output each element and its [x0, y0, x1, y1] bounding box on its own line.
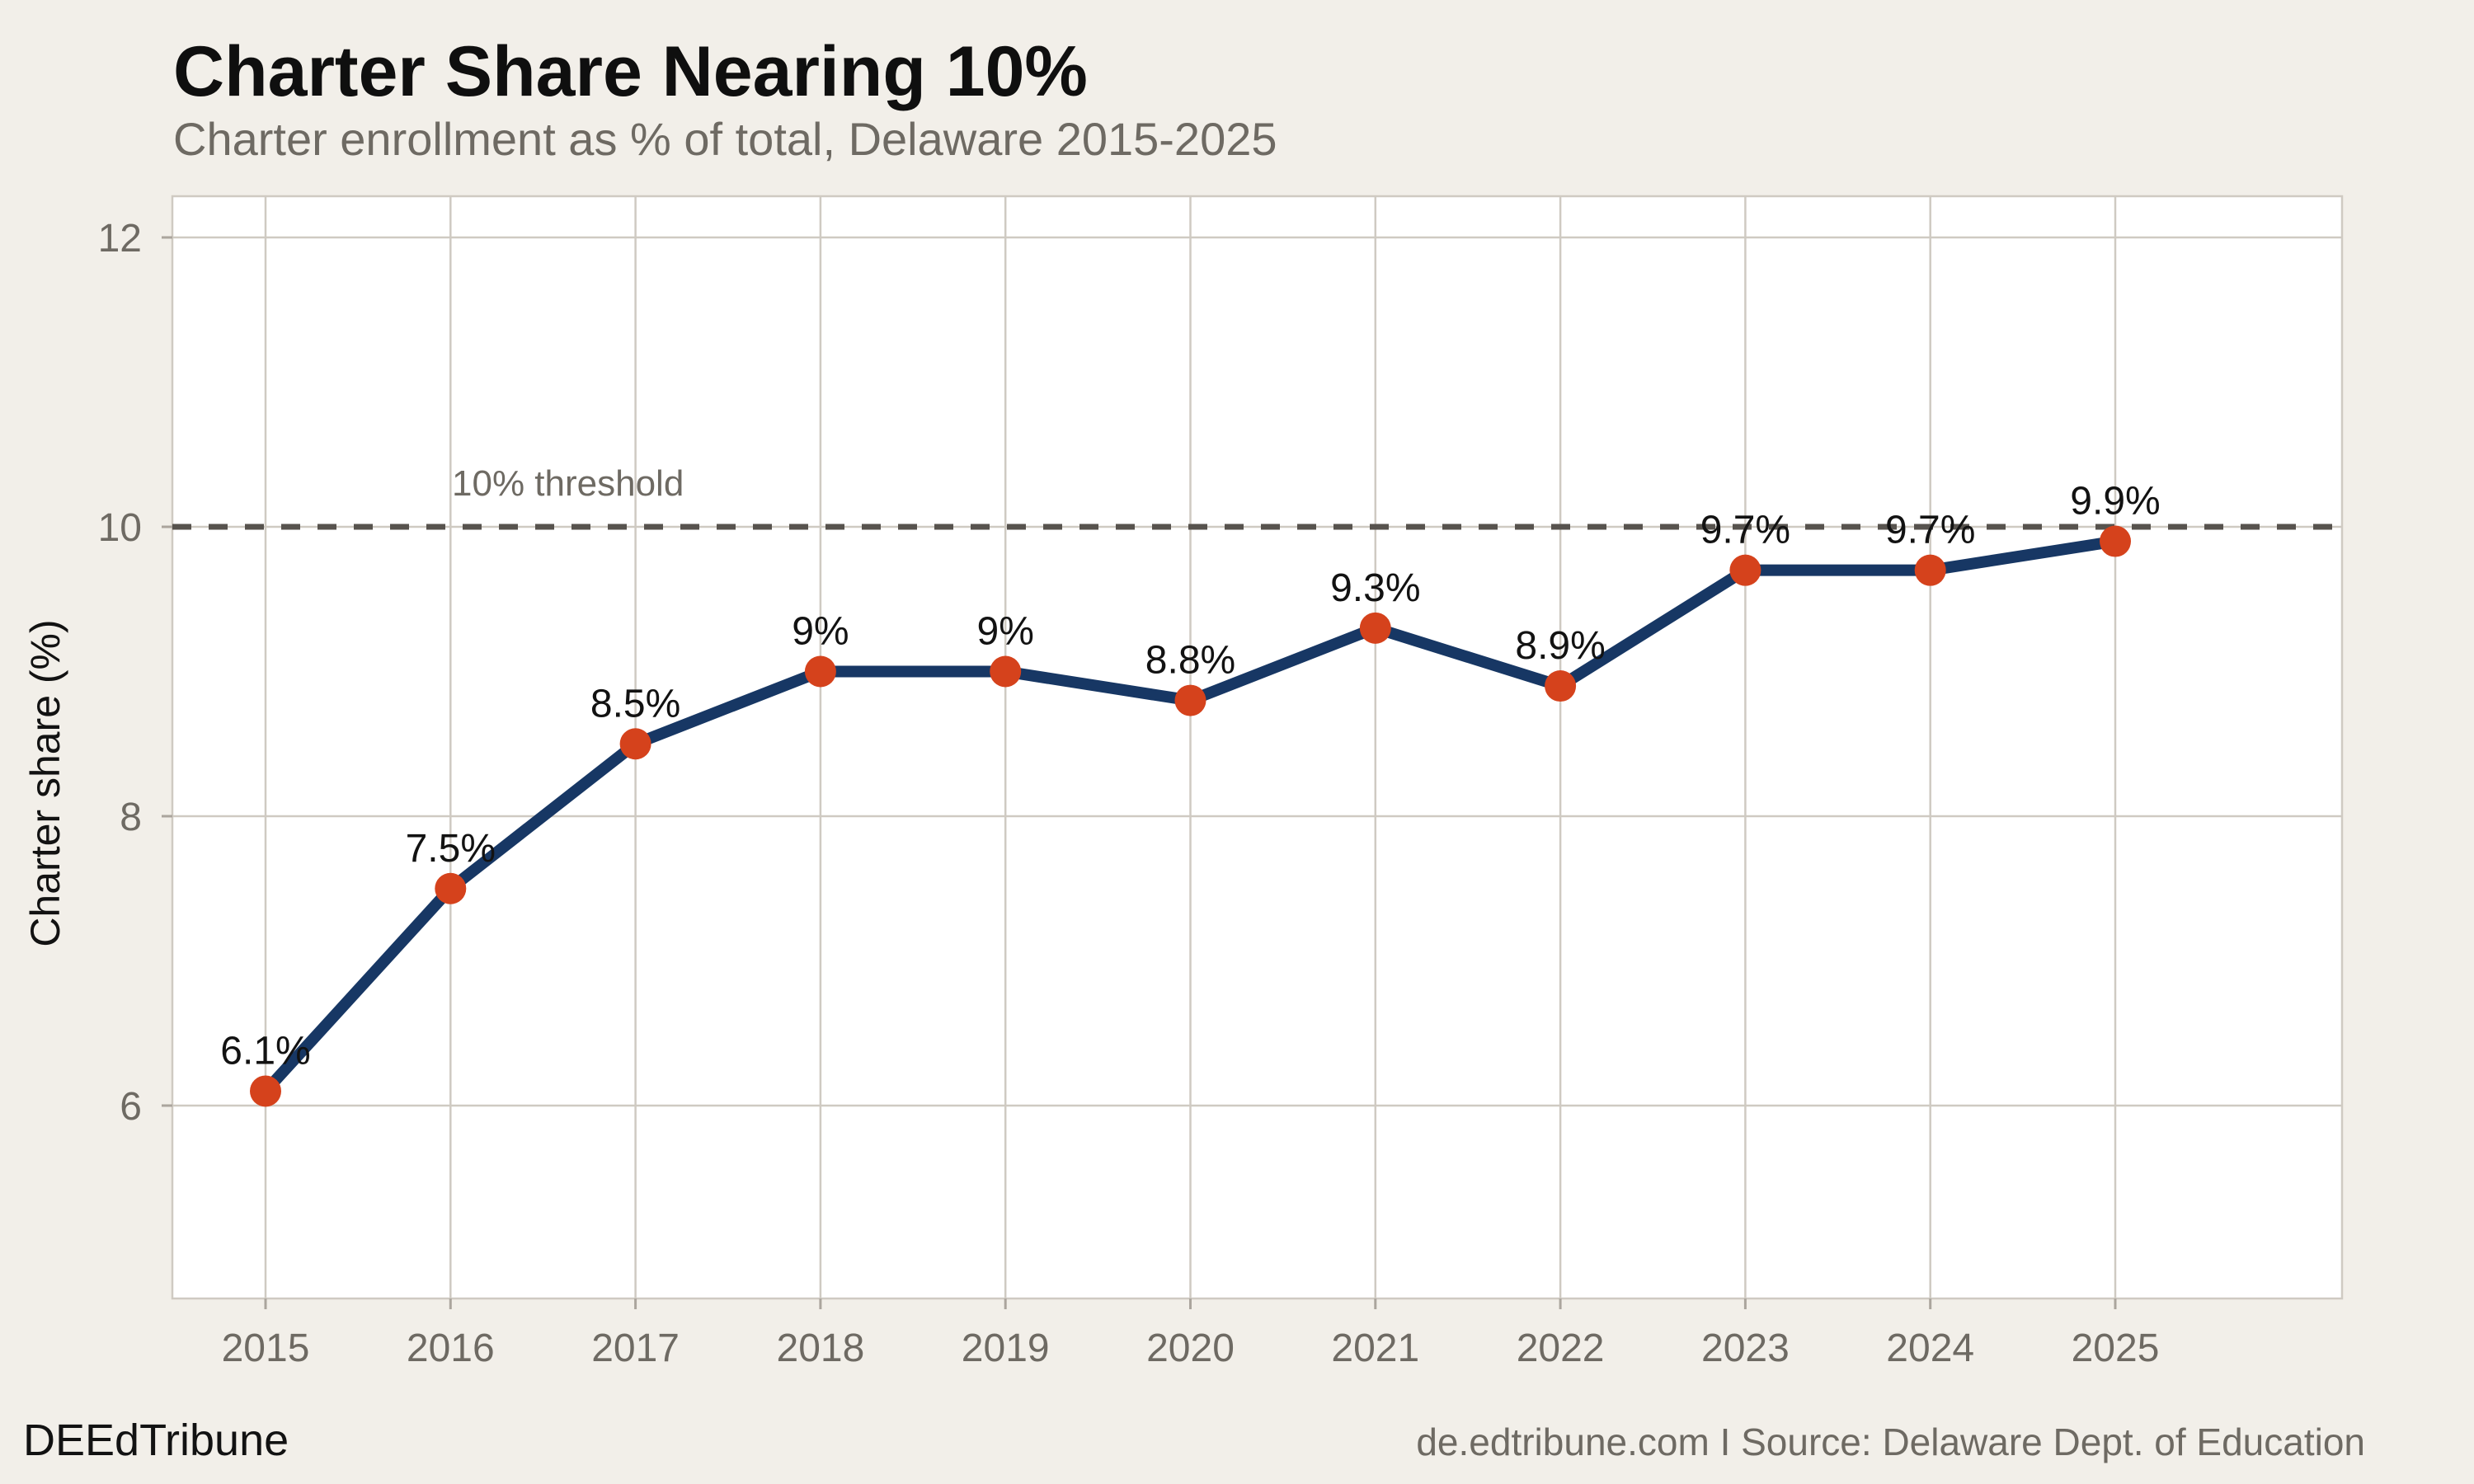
plot-panel — [171, 195, 2344, 1300]
x-tick-label-2015: 2015 — [222, 1327, 310, 1370]
footer-source-attribution: de.edtribune.com I Source: Delaware Dept… — [1416, 1421, 2365, 1463]
data-label-2020: 8.8% — [1145, 639, 1235, 683]
footer-brand: DEEdTribune — [23, 1416, 289, 1465]
y-tick-label-8: 8 — [120, 796, 142, 839]
data-point-2019 — [990, 655, 1022, 688]
threshold-label: 10% threshold — [452, 463, 684, 504]
data-point-2016 — [435, 872, 467, 904]
data-point-2024 — [1914, 554, 1946, 586]
x-tick-label-2025: 2025 — [2072, 1327, 2160, 1370]
data-label-2016: 7.5% — [406, 827, 496, 871]
x-tick-label-2024: 2024 — [1886, 1327, 1974, 1370]
y-axis-label: Charter share (%) — [22, 619, 68, 946]
x-tick-label-2019: 2019 — [962, 1327, 1050, 1370]
y-tick-label-10: 10 — [98, 506, 142, 550]
data-point-2020 — [1174, 684, 1206, 716]
data-label-2019: 9% — [977, 610, 1034, 654]
data-point-2025 — [2100, 525, 2131, 557]
data-point-2022 — [1545, 670, 1577, 702]
x-tick-label-2017: 2017 — [591, 1327, 680, 1370]
x-tick-label-2016: 2016 — [407, 1327, 495, 1370]
data-label-2017: 8.5% — [590, 682, 680, 726]
data-label-2018: 9% — [792, 610, 849, 654]
data-label-2024: 9.7% — [1885, 509, 1975, 552]
x-tick-label-2020: 2020 — [1146, 1327, 1235, 1370]
y-tick-label-6: 6 — [120, 1085, 142, 1129]
data-label-2025: 9.9% — [2070, 480, 2160, 524]
data-point-2023 — [1729, 554, 1761, 586]
chart-title: Charter Share Nearing 10% — [173, 32, 1088, 111]
chart-subtitle: Charter enrollment as % of total, Delawa… — [173, 113, 1277, 165]
data-label-2023: 9.7% — [1700, 509, 1790, 552]
data-point-2017 — [619, 728, 651, 760]
data-label-2021: 9.3% — [1330, 566, 1420, 610]
data-label-2022: 8.9% — [1515, 624, 1605, 668]
x-tick-label-2022: 2022 — [1517, 1327, 1605, 1370]
x-tick-label-2023: 2023 — [1701, 1327, 1790, 1370]
data-point-2021 — [1359, 612, 1391, 644]
data-label-2015: 6.1% — [220, 1029, 310, 1073]
y-tick-label-12: 12 — [98, 217, 142, 261]
data-point-2018 — [804, 655, 836, 688]
data-point-2015 — [250, 1075, 281, 1107]
x-tick-label-2018: 2018 — [777, 1327, 865, 1370]
x-tick-label-2021: 2021 — [1331, 1327, 1419, 1370]
